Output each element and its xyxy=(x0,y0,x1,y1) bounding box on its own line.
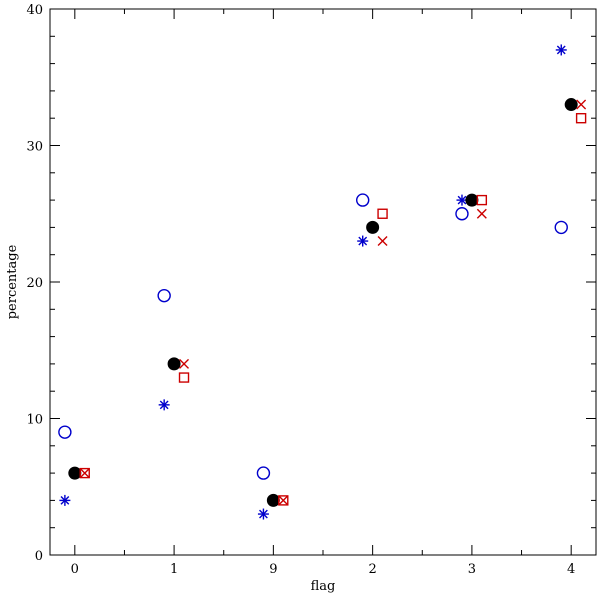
y-tick-label-0: 0 xyxy=(35,549,43,564)
point-circle-open-1 xyxy=(157,288,171,303)
point-cross-4 xyxy=(576,99,587,110)
point-square-open-1 xyxy=(178,372,190,383)
x-tick-labels: 0 1 9 2 3 4 xyxy=(71,562,576,577)
x-tick-label-9: 9 xyxy=(269,562,277,577)
point-circle-open-4 xyxy=(554,220,568,235)
y-tick-label-10: 10 xyxy=(26,413,43,428)
point-square-open-2 xyxy=(377,208,388,219)
point-cross-1 xyxy=(179,358,190,369)
point-cross-9 xyxy=(278,495,289,506)
point-asterisk-4 xyxy=(555,44,567,56)
point-asterisk-9 xyxy=(257,508,269,520)
y-tick-label-40: 40 xyxy=(26,3,43,18)
point-circle-open-0 xyxy=(58,425,72,439)
point-circle-filled-1 xyxy=(167,357,181,371)
point-circle-filled-0 xyxy=(68,466,82,480)
y-tick-label-30: 30 xyxy=(26,140,43,155)
y-tick-label-20: 20 xyxy=(26,276,43,291)
x-axis-label: flag xyxy=(311,579,336,594)
point-circle-filled-9 xyxy=(266,493,280,507)
x-tick-label-3: 3 xyxy=(468,562,476,577)
x-tick-label-2: 2 xyxy=(368,562,376,577)
point-circle-filled-2 xyxy=(366,220,380,234)
y-axis-label: percentage xyxy=(5,244,20,319)
point-cross-3 xyxy=(476,208,487,219)
point-asterisk-2 xyxy=(357,235,369,247)
data-points xyxy=(58,44,587,520)
point-circle-open-3 xyxy=(455,207,469,221)
plot-frame xyxy=(49,8,597,556)
point-circle-open-9 xyxy=(256,466,271,480)
y-tick-labels: 0 10 20 30 40 xyxy=(26,3,43,564)
point-circle-open-2 xyxy=(356,193,370,207)
point-square-open-0 xyxy=(79,467,90,479)
point-square-open-4 xyxy=(575,112,587,124)
x-tick-label-1: 1 xyxy=(170,562,178,577)
point-square-open-9 xyxy=(278,495,289,506)
point-cross-0 xyxy=(79,468,90,479)
axis-ticks xyxy=(50,8,596,556)
x-tick-label-0: 0 xyxy=(71,562,79,577)
point-cross-2 xyxy=(377,236,388,247)
point-asterisk-0 xyxy=(59,494,71,506)
point-square-open-3 xyxy=(476,194,488,206)
x-tick-label-4: 4 xyxy=(567,562,575,577)
point-circle-filled-3 xyxy=(465,193,479,207)
point-circle-filled-4 xyxy=(564,98,578,112)
point-asterisk-1 xyxy=(158,399,170,411)
